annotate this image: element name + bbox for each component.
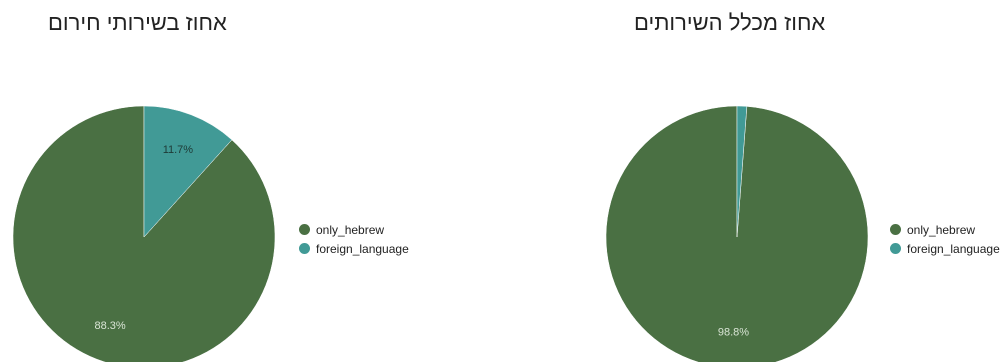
legend-item-only-hebrew[interactable]: only_hebrew [890, 220, 1000, 239]
legend-swatch [299, 224, 310, 235]
pie-svg: 98.8% [605, 105, 869, 362]
legend-label: only_hebrew [316, 222, 385, 237]
legend-item-foreign-language[interactable]: foreign_language [299, 239, 409, 258]
legend-swatch [299, 243, 310, 254]
data-label: 88.3% [95, 320, 126, 332]
legend-item-foreign-language[interactable]: foreign_language [890, 239, 1000, 258]
pie-slice-foreign-language[interactable] [736, 105, 748, 238]
legend-swatch [890, 224, 901, 235]
legend: only_hebrew foreign_language [299, 220, 409, 258]
legend-label: foreign_language [907, 241, 1000, 256]
chart-title: אחוז מכלל השירותים [634, 10, 826, 35]
pie-chart-all-services: אחוז מכלל השירותים 98.8% only_hebrew for… [503, 0, 1006, 362]
legend: only_hebrew foreign_language [890, 220, 1000, 258]
pie-slice-foreign-language[interactable] [143, 105, 233, 238]
data-label: 11.7% [163, 144, 194, 156]
legend-label: only_hebrew [907, 222, 976, 237]
data-label: 98.8% [718, 326, 749, 338]
chart-title: אחוז בשירותי חירום [48, 10, 227, 35]
pie-svg: 88.3% 11.7% [12, 105, 276, 362]
legend-item-only-hebrew[interactable]: only_hebrew [299, 220, 409, 239]
pie-chart-emergency: אחוז בשירותי חירום 88.3% 11.7% only_hebre… [12, 10, 409, 362]
legend-label: foreign_language [316, 241, 409, 256]
legend-swatch [890, 243, 901, 254]
